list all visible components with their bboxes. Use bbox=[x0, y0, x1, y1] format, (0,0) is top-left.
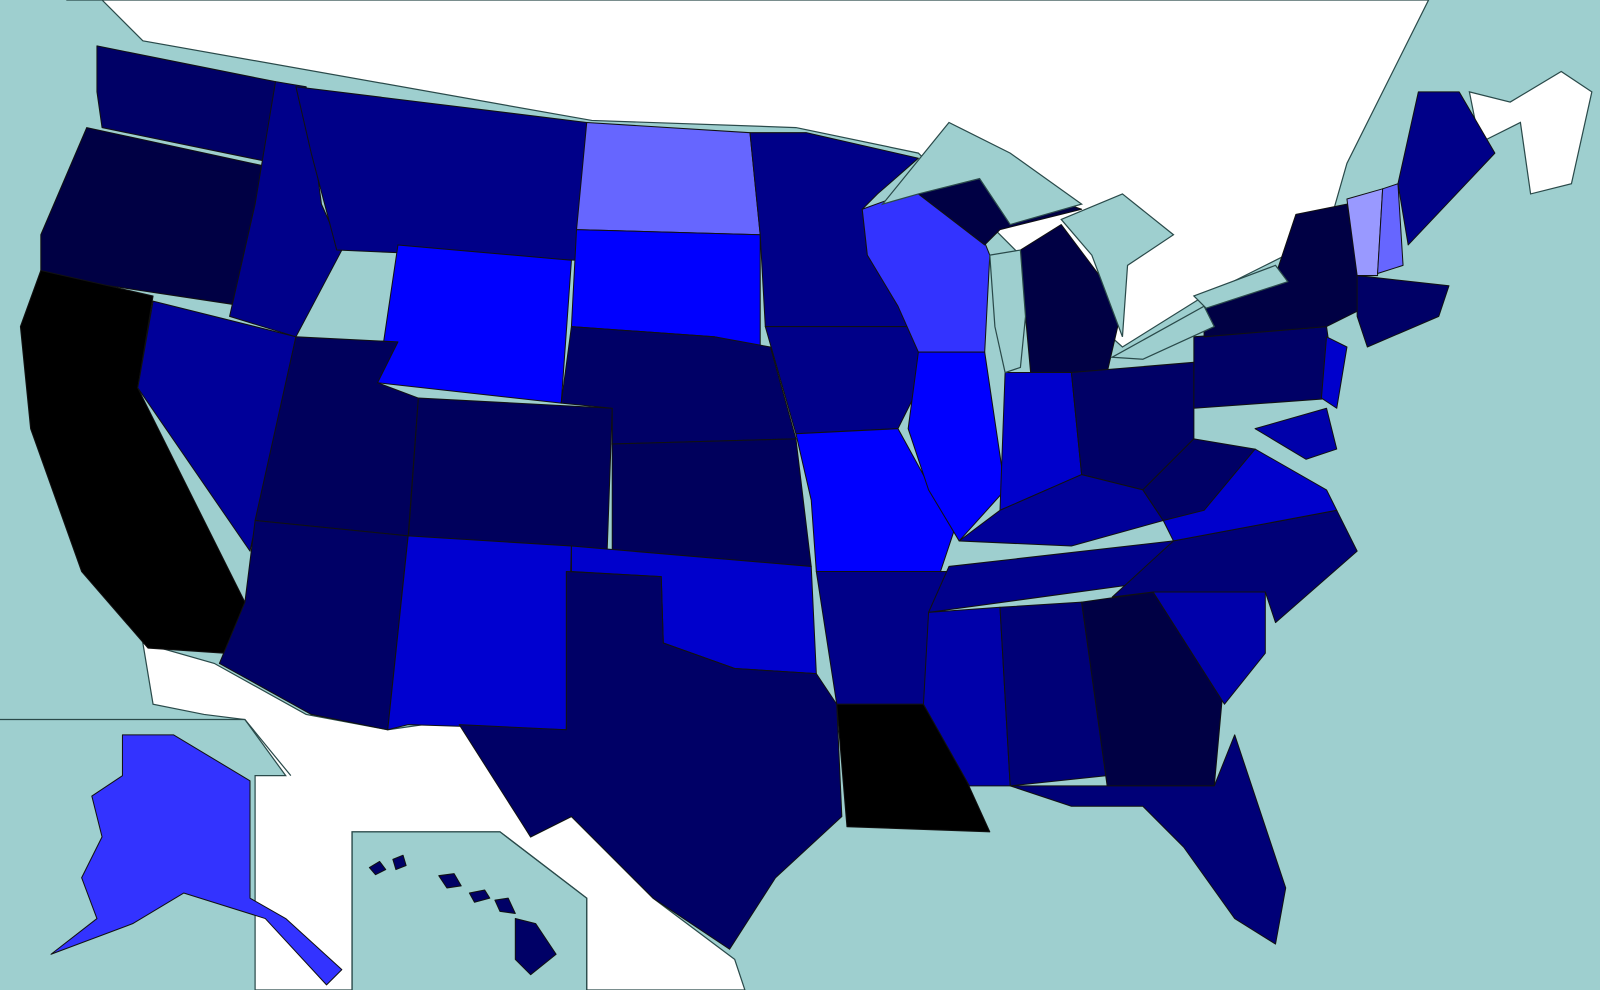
maritimes bbox=[1468, 70, 1593, 195]
state bbox=[1193, 326, 1338, 409]
lake bbox=[1110, 305, 1216, 360]
state bbox=[50, 734, 343, 986]
state bbox=[137, 300, 297, 552]
state bbox=[368, 860, 387, 876]
state bbox=[392, 854, 407, 871]
state bbox=[514, 918, 557, 976]
state bbox=[407, 397, 613, 552]
lake bbox=[1192, 264, 1289, 309]
state bbox=[1009, 734, 1287, 945]
state bbox=[377, 244, 572, 404]
state bbox=[611, 438, 812, 567]
state bbox=[1254, 407, 1338, 460]
state bbox=[438, 873, 462, 889]
state bbox=[387, 535, 572, 731]
inset-border bbox=[0, 718, 292, 777]
lake bbox=[1060, 193, 1175, 338]
lake bbox=[880, 121, 1084, 226]
state bbox=[1320, 336, 1348, 409]
state bbox=[1377, 183, 1404, 275]
inset-border bbox=[351, 831, 588, 990]
state bbox=[468, 889, 491, 903]
state bbox=[1346, 188, 1384, 277]
state bbox=[96, 45, 277, 164]
state bbox=[922, 606, 1011, 787]
state bbox=[458, 571, 843, 950]
state bbox=[836, 703, 991, 833]
state bbox=[576, 121, 761, 236]
lake bbox=[989, 249, 1027, 374]
state bbox=[1397, 91, 1496, 246]
state bbox=[494, 897, 516, 914]
state bbox=[1142, 438, 1256, 522]
state bbox=[1356, 275, 1450, 348]
